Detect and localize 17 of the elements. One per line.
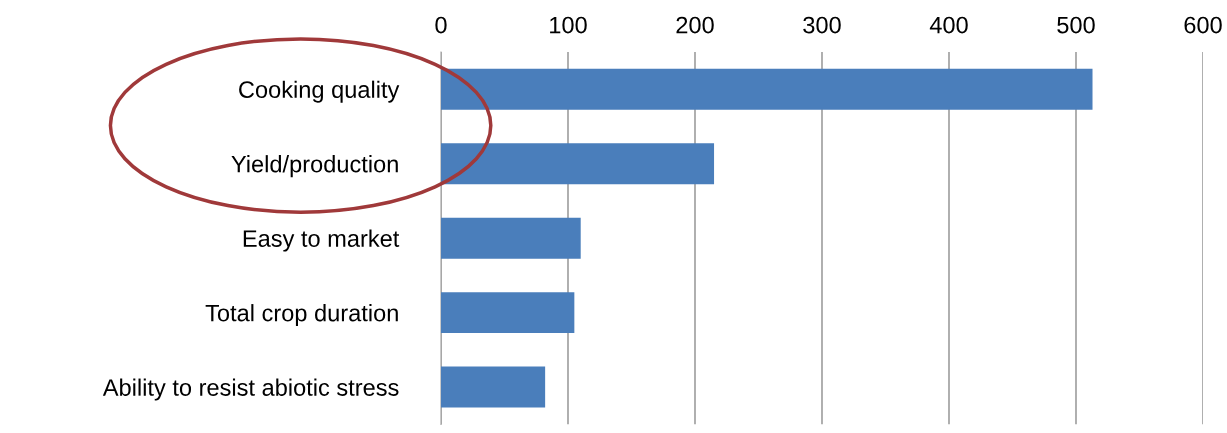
bar: [441, 68, 1093, 110]
x-tick-label: 0: [435, 16, 447, 34]
x-tick-label: 400: [929, 16, 968, 34]
bar: [441, 143, 715, 185]
y-tick-label: Cooking quality: [239, 80, 400, 103]
x-tick-label: 500: [1057, 16, 1095, 34]
x-tick-label: 600: [1184, 16, 1222, 34]
y-tick-label: Ability to resist abiotic stress: [102, 378, 399, 401]
bar: [441, 217, 581, 259]
y-tick-label: Total crop duration: [205, 304, 398, 327]
x-tick-label: 200: [676, 16, 714, 34]
y-tick-label: Yield/production: [231, 155, 398, 178]
x-tick-label: 300: [803, 16, 841, 34]
x-tick-label: 100: [550, 16, 587, 34]
y-tick-label: Easy to market: [243, 229, 400, 252]
bar: [441, 292, 575, 334]
bar: [441, 366, 546, 408]
